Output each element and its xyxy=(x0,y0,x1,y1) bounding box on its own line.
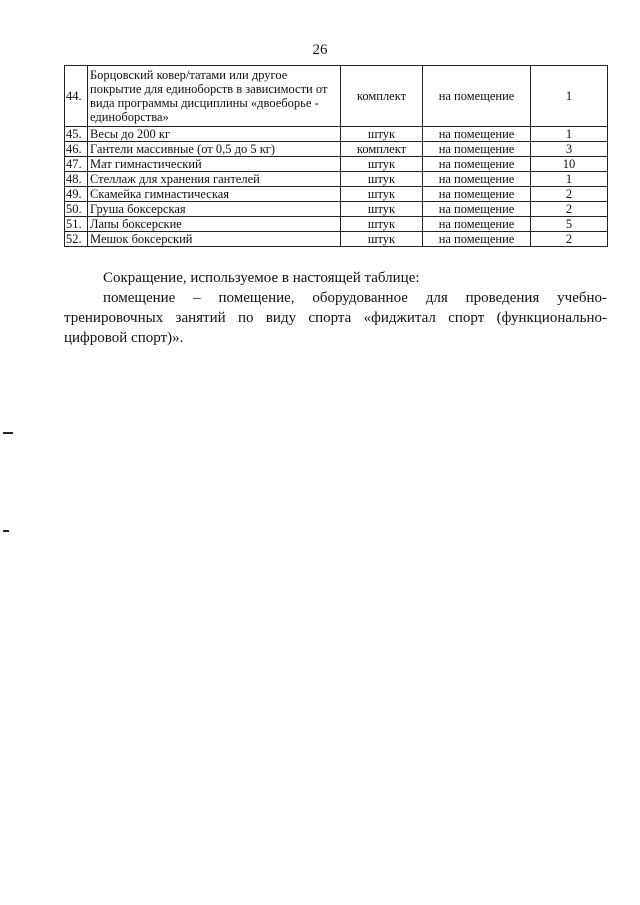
location: на помещение xyxy=(422,231,531,247)
item-name: Борцовский ковер/татами или другое покры… xyxy=(87,65,341,127)
item-name: Мешок боксерский xyxy=(87,231,341,247)
unit: штук xyxy=(340,216,423,232)
unit: штук xyxy=(340,201,423,217)
row-number: 45. xyxy=(64,126,88,142)
table-row: 49. Скамейка гимнастическая штук на помещен… xyxy=(64,186,608,202)
table-row: 51. Лапы боксерские штук на помещение 5 xyxy=(64,216,608,232)
table-row: 52. Мешок боксерский штук на помещение 2 xyxy=(64,231,608,247)
table-row: 47. Мат гимнастический штук на помещение 10 xyxy=(64,156,608,172)
location: на помещение xyxy=(422,186,531,202)
item-name: Мат гимнастический xyxy=(87,156,341,172)
quantity: 1 xyxy=(530,171,608,187)
quantity: 10 xyxy=(530,156,608,172)
quantity: 5 xyxy=(530,216,608,232)
table-body: 44. Борцовский ковер/татами или другое по… xyxy=(64,65,608,247)
item-name: Гантели массивные (от 0,5 до 5 кг) xyxy=(87,141,341,157)
quantity: 1 xyxy=(530,126,608,142)
margin-mark xyxy=(3,432,13,434)
row-number: 51. xyxy=(64,216,88,232)
quantity: 2 xyxy=(530,231,608,247)
location: на помещение xyxy=(422,156,531,172)
item-name: Скамейка гимнастическая xyxy=(87,186,341,202)
row-number: 47. xyxy=(64,156,88,172)
unit: штук xyxy=(340,156,423,172)
location: на помещение xyxy=(422,216,531,232)
row-number: 52. xyxy=(64,231,88,247)
notes-definition: помещение – помещение, оборудованное для… xyxy=(64,290,607,346)
item-name: Лапы боксерские xyxy=(87,216,341,232)
table-row: 50. Груша боксерская штук на помещение 2 xyxy=(64,201,608,217)
row-number: 49. xyxy=(64,186,88,202)
row-number: 48. xyxy=(64,171,88,187)
unit: штук xyxy=(340,186,423,202)
page-number: 26 xyxy=(312,42,328,58)
equipment-table: 44. Борцовский ковер/татами или другое по… xyxy=(64,65,608,247)
row-number: 44. xyxy=(64,65,88,127)
margin-mark xyxy=(3,530,9,532)
location: на помещение xyxy=(422,141,531,157)
table-row: 44. Борцовский ковер/татами или другое по… xyxy=(64,65,608,127)
item-name: Весы до 200 кг xyxy=(87,126,341,142)
location: на помещение xyxy=(422,171,531,187)
item-name: Стеллаж для хранения гантелей xyxy=(87,171,341,187)
quantity: 3 xyxy=(530,141,608,157)
row-number: 46. xyxy=(64,141,88,157)
location: на помещение xyxy=(422,65,531,127)
row-number: 50. xyxy=(64,201,88,217)
location: на помещение xyxy=(422,126,531,142)
notes-heading: Сокращение, используемое в настоящей таб… xyxy=(103,270,420,286)
table-row: 48. Стеллаж для хранения гантелей штук на п… xyxy=(64,171,608,187)
unit: комплект xyxy=(340,141,423,157)
unit: комплект xyxy=(340,65,423,127)
quantity: 2 xyxy=(530,201,608,217)
table-row: 45. Весы до 200 кг штук на помещение 1 xyxy=(64,126,608,142)
unit: штук xyxy=(340,231,423,247)
notes: Сокращение, используемое в настоящей таб… xyxy=(64,268,607,348)
location: на помещение xyxy=(422,201,531,217)
unit: штук xyxy=(340,126,423,142)
quantity: 1 xyxy=(530,65,608,127)
table-row: 46. Гантели массивные (от 0,5 до 5 кг) ком… xyxy=(64,141,608,157)
quantity: 2 xyxy=(530,186,608,202)
unit: штук xyxy=(340,171,423,187)
item-name: Груша боксерская xyxy=(87,201,341,217)
